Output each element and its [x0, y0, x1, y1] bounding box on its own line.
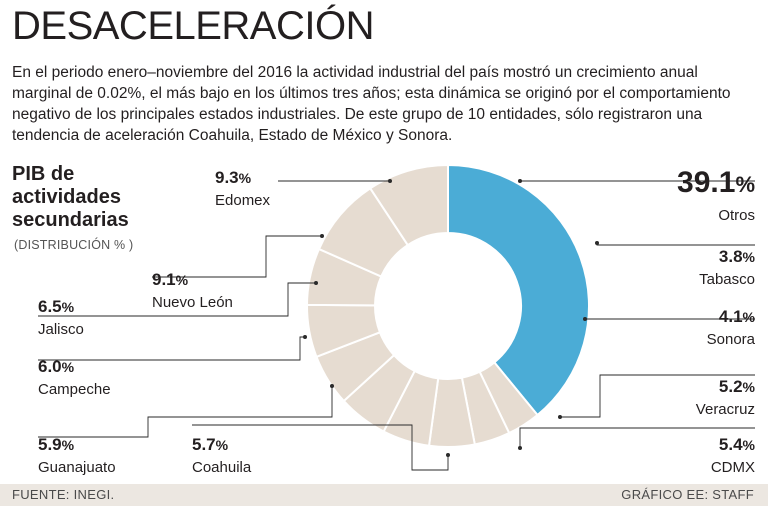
leader-dot: [558, 415, 562, 419]
leader-dot: [583, 317, 587, 321]
data-label-value: 5.2%: [719, 377, 756, 396]
source-note: FUENTE: INEGI.: [12, 487, 115, 502]
leader-line: [560, 374, 755, 418]
data-label-value: 39.1%: [677, 166, 755, 199]
credit-note: GRÁFICO EE: STAFF: [621, 487, 754, 502]
data-label-category: Nuevo León: [152, 294, 233, 311]
data-label-unit: %: [216, 437, 229, 453]
data-label-unit: %: [743, 379, 756, 395]
leader-line: [519, 427, 755, 448]
leader-line: [38, 336, 305, 361]
chart-title-line: PIB de: [12, 163, 75, 185]
data-label-value: 5.4%: [719, 435, 756, 454]
leader-line: [38, 386, 333, 438]
data-label-category: Campeche: [38, 381, 111, 398]
leader-line: [152, 235, 322, 278]
data-label-category: CDMX: [711, 459, 755, 476]
data-label-value: 5.9%: [38, 435, 75, 454]
data-label-value: 6.0%: [38, 357, 75, 376]
donut-slice-otros: [447, 163, 590, 417]
data-label-unit: %: [743, 437, 756, 453]
label-group-edomex: 9.3% Edomex: [215, 168, 392, 209]
data-label-category: Coahuila: [192, 459, 252, 476]
leader-line: [596, 243, 755, 246]
data-label-value: 5.7%: [192, 435, 229, 454]
data-label-category: Jalisco: [38, 321, 84, 338]
data-label-unit: %: [743, 309, 756, 325]
data-label-category: Otros: [718, 207, 755, 224]
data-label-category: Tabasco: [699, 271, 755, 288]
label-group-otros: 39.1% Otros: [518, 166, 755, 224]
data-label-value: 3.8%: [719, 247, 756, 266]
label-group-coahuila: 5.7% Coahuila: [192, 424, 450, 476]
page-title: DESACELERACIÓN: [12, 4, 374, 48]
data-label-unit: %: [239, 170, 252, 186]
label-group-jalisco: 6.5% Jalisco: [38, 281, 318, 338]
data-label-unit: %: [62, 359, 75, 375]
data-label-category: Sonora: [707, 331, 756, 348]
leader-dot: [595, 241, 599, 245]
leader-dot: [388, 179, 392, 183]
footer-bar: FUENTE: INEGI. GRÁFICO EE: STAFF: [0, 484, 768, 506]
donut-slice-edomex: [368, 163, 449, 247]
data-label-category: Guanajuato: [38, 459, 116, 476]
leader-dot: [518, 179, 522, 183]
chart-subtitle: (DISTRIBUCIÓN % ): [14, 238, 134, 252]
data-label-value: 9.3%: [215, 168, 252, 187]
data-label-category: Edomex: [215, 192, 271, 209]
label-group-sonora: 4.1% Sonora: [583, 307, 756, 348]
data-label-unit: %: [62, 437, 75, 453]
leader-dot: [518, 446, 522, 450]
leader-dot: [303, 335, 307, 339]
label-group-campeche: 6.0% Campeche: [38, 335, 307, 398]
chart-title-line: secundarias: [12, 209, 129, 231]
data-label-unit: %: [743, 249, 756, 265]
data-label-unit: %: [62, 299, 75, 315]
leader-dot: [314, 281, 318, 285]
data-label-category: Veracruz: [696, 401, 755, 418]
chart-title: PIB de actividades secundarias: [12, 163, 129, 232]
label-group-tabasco: 3.8% Tabasco: [595, 241, 756, 288]
data-label-unit: %: [176, 272, 189, 288]
lead-paragraph: En el periodo enero–noviembre del 2016 l…: [12, 64, 731, 144]
leader-dot: [446, 453, 450, 457]
label-group-cdmx: 5.4% CDMX: [518, 427, 756, 476]
label-group-nuevo-leon: 9.1% Nuevo León: [152, 234, 324, 311]
leader-dot: [320, 234, 324, 238]
data-label-unit: %: [735, 172, 755, 197]
leader-dot: [330, 384, 334, 388]
leader-line: [38, 282, 316, 317]
label-group-guanajuato: 5.9% Guanajuato: [38, 384, 334, 476]
data-label-value: 4.1%: [719, 307, 756, 326]
chart-title-line: actividades: [12, 186, 121, 208]
data-label-value: 9.1%: [152, 270, 189, 289]
leader-line: [192, 424, 449, 471]
data-label-value: 6.5%: [38, 297, 75, 316]
label-group-veracruz: 5.2% Veracruz: [558, 374, 756, 419]
donut-chart: 39.1% Otros 3.8% Tabasco 4.1% Sonora 5.2% Verac…: [38, 163, 756, 476]
